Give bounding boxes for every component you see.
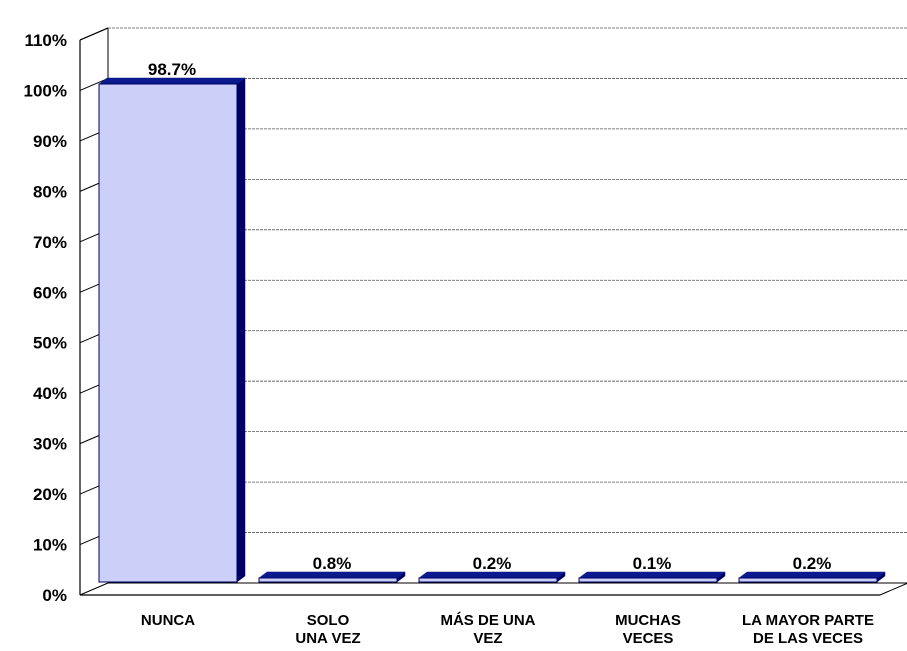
data-label: 0.2% — [793, 554, 832, 573]
x-category-label: UNA VEZ — [295, 630, 360, 647]
bar — [738, 577, 878, 583]
data-label: 0.1% — [633, 554, 672, 573]
bar-side — [236, 77, 246, 583]
y-tick-label: 60% — [33, 283, 67, 302]
y-axis-ticks: 0% 10% 20% 30% 40% 50% 60% 70% 80% 90% 100% 110% — [24, 31, 67, 605]
x-category-label: SOLO — [307, 612, 350, 629]
x-category-label: VECES — [623, 630, 674, 647]
y-tick-label: 40% — [33, 384, 67, 403]
x-category-label: MÁS DE UNA — [440, 612, 535, 629]
data-labels: 98.7% 0.8% 0.2% 0.1% 0.2% — [148, 60, 831, 573]
bars — [98, 77, 886, 583]
x-category-label: LA MAYOR PARTE — [742, 612, 874, 629]
y-tick-label: 100% — [24, 81, 67, 100]
y-tick-label: 20% — [33, 485, 67, 504]
y-tick-label: 70% — [33, 233, 67, 252]
side-gridline — [79, 27, 109, 41]
data-label: 0.8% — [313, 554, 352, 573]
floor-right-edge — [879, 582, 907, 596]
y-tick-label: 10% — [33, 536, 67, 555]
bar — [98, 83, 238, 583]
data-label: 0.2% — [473, 554, 512, 573]
y-tick-label: 90% — [33, 132, 67, 151]
y-tick-label: 50% — [33, 334, 67, 353]
y-tick-label: 30% — [33, 435, 67, 454]
x-category-label: MUCHAS — [615, 612, 681, 629]
floor-left-edge — [79, 582, 109, 596]
bar — [258, 577, 398, 583]
x-category-label: VEZ — [473, 630, 502, 647]
y-tick-label: 0% — [42, 586, 67, 605]
data-label: 98.7% — [148, 60, 196, 79]
bar — [418, 577, 558, 583]
bar — [578, 577, 718, 583]
x-category-label: NUNCA — [141, 612, 195, 629]
y-tick-label: 80% — [33, 182, 67, 201]
y-tick-label: 110% — [24, 31, 67, 50]
x-category-label: DE LAS VECES — [753, 630, 863, 647]
